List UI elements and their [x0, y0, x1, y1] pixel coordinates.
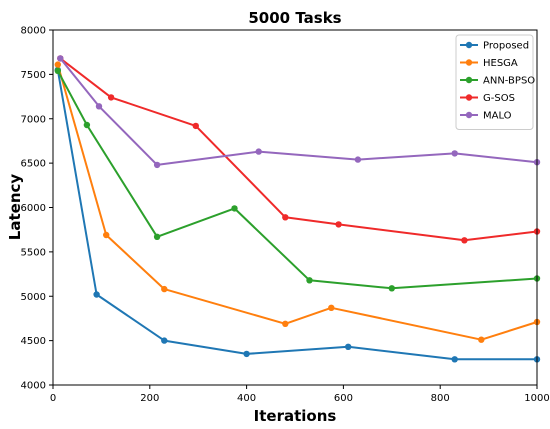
chart-title: 5000 Tasks — [248, 9, 341, 27]
data-point-malo — [255, 148, 262, 155]
legend-swatch-marker — [465, 94, 473, 101]
y-tick-label: 5000 — [21, 292, 46, 303]
x-axis-label: Iterations — [254, 407, 337, 425]
data-point-malo — [57, 55, 64, 62]
data-point-hesga — [328, 304, 335, 311]
legend-swatch-marker — [465, 76, 473, 84]
x-tick-label: 200 — [140, 393, 159, 404]
legend-entry-label: ANN-BPSO — [483, 76, 535, 87]
legend-swatch-marker — [465, 41, 473, 49]
data-point-proposed — [451, 356, 458, 363]
axis-ticks: 0 200 400 600 800 1000 4000 4500 5000 5500 6000 650… — [21, 26, 550, 405]
plot-area — [54, 55, 541, 363]
x-tick-label: 800 — [431, 393, 450, 404]
data-point-hesga — [478, 336, 485, 343]
data-point-g-sos — [335, 221, 342, 228]
x-tick-label: 1000 — [524, 393, 549, 404]
y-tick-label: 7000 — [21, 114, 46, 125]
legend-entry-label: Proposed — [483, 41, 529, 52]
data-point-hesga — [103, 231, 110, 239]
legend-swatch-marker — [465, 111, 473, 119]
data-point-malo — [354, 156, 362, 163]
y-tick-label: 6500 — [21, 159, 46, 170]
data-point-hesga — [161, 285, 168, 293]
x-tick-label: 0 — [50, 393, 56, 404]
y-tick-label: 4000 — [21, 381, 46, 392]
legend-swatch-marker — [465, 59, 473, 66]
y-tick-label: 8000 — [21, 26, 46, 37]
y-axis-label: Latency — [6, 174, 24, 241]
data-point-ann-bpso — [54, 67, 61, 75]
legend: Proposed HESGA ANN-BPSO G-SOS MALO — [455, 34, 535, 130]
data-point-g-sos — [107, 94, 115, 101]
data-point-proposed — [243, 350, 250, 358]
data-point-g-sos — [461, 237, 468, 244]
legend-box — [455, 34, 534, 130]
x-tick-label: 400 — [237, 393, 256, 404]
data-point-malo — [153, 161, 161, 169]
data-point-ann-bpso — [153, 233, 161, 240]
data-point-ann-bpso — [83, 121, 91, 129]
data-point-proposed — [161, 337, 168, 344]
legend-entry-label: G-SOS — [483, 93, 515, 104]
data-point-ann-bpso — [306, 277, 313, 284]
x-tick-label: 600 — [334, 393, 353, 404]
data-point-malo — [95, 103, 103, 110]
data-point-proposed — [345, 343, 352, 350]
data-point-hesga — [54, 61, 61, 68]
y-tick-label: 4500 — [21, 336, 46, 347]
legend-entry-label: MALO — [483, 111, 512, 122]
data-point-ann-bpso — [231, 205, 238, 212]
data-point-g-sos — [282, 214, 289, 221]
data-point-ann-bpso — [388, 285, 395, 292]
data-point-g-sos — [192, 122, 199, 130]
y-tick-label: 5500 — [21, 247, 46, 258]
data-point-malo — [451, 150, 458, 157]
y-tick-label: 6000 — [21, 203, 46, 214]
data-point-proposed — [93, 291, 100, 298]
y-tick-label: 7500 — [21, 70, 46, 81]
legend-entry-label: HESGA — [483, 58, 518, 69]
data-point-hesga — [282, 320, 289, 327]
